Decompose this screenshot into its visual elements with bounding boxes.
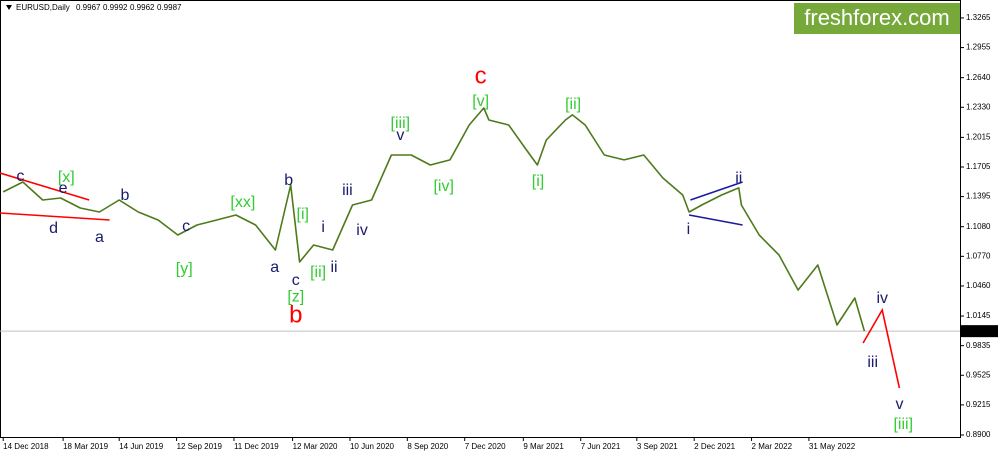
- y-tick-label: 0.8900: [966, 430, 991, 439]
- y-tick-label: 0.9525: [966, 370, 991, 379]
- wave-label: v: [396, 127, 404, 144]
- wave-label: ii: [735, 170, 742, 187]
- x-tick-label: 7 Jun 2021: [581, 442, 621, 451]
- wave-label: [iii]: [391, 115, 411, 132]
- wave-label: d: [49, 220, 58, 237]
- wave-label: [xx]: [230, 194, 255, 211]
- y-tick-label: 1.2640: [966, 73, 991, 82]
- wave-label: [i]: [532, 173, 544, 190]
- wave-label: b: [284, 172, 293, 189]
- trend-line: [688, 214, 743, 226]
- x-tick-label: 10 Jun 2020: [350, 442, 395, 451]
- trend-line: [0, 212, 110, 221]
- wave-label: [z]: [287, 288, 304, 305]
- watermark-box: [794, 3, 960, 34]
- wave-label: [v]: [472, 93, 489, 110]
- symbol: EURUSD,Daily: [16, 3, 70, 12]
- y-tick-label: 1.2330: [966, 102, 991, 111]
- wave-label: iv: [876, 290, 888, 307]
- wave-label: iii: [342, 182, 353, 199]
- wave-label: [ii]: [310, 264, 326, 281]
- trend-line: [690, 181, 743, 201]
- high: 0.9992: [103, 3, 128, 12]
- x-tick-label: 11 Dec 2019: [234, 442, 279, 451]
- y-tick-label: 1.3265: [966, 13, 991, 22]
- x-tick-label: 12 Sep 2019: [177, 442, 223, 451]
- wave-label: iv: [356, 222, 368, 239]
- wave-label: [x]: [58, 169, 75, 186]
- wave-label: iii: [867, 354, 878, 371]
- wave-label: b: [289, 301, 302, 328]
- wave-label: c: [292, 272, 300, 289]
- y-tick-label: 1.0460: [966, 281, 991, 290]
- menu-arrow: [6, 5, 12, 10]
- wave-label: [iii]: [893, 416, 913, 433]
- low: 0.9962: [130, 3, 155, 12]
- wave-label: c: [475, 62, 487, 89]
- wave-label: i: [687, 221, 691, 238]
- x-tick-label: 18 Mar 2019: [63, 442, 108, 451]
- trend-line: [0, 172, 90, 201]
- x-tick-label: 7 Dec 2020: [465, 442, 506, 451]
- wave-label: [ii]: [565, 96, 581, 113]
- wave-label: ii: [330, 259, 337, 276]
- wave-label: c: [182, 218, 190, 235]
- close: 0.9987: [157, 3, 182, 12]
- x-tick-label: 9 Mar 2021: [523, 442, 564, 451]
- wave-label: [iv]: [433, 178, 453, 195]
- trend-line: [862, 307, 901, 389]
- wave-label: e: [59, 180, 68, 197]
- y-tick-label: 0.9215: [966, 400, 991, 409]
- price-line-series: [2, 107, 866, 332]
- wave-label: a: [95, 229, 104, 246]
- y-tick-label: 1.1705: [966, 162, 991, 171]
- y-tick-label: 0.9835: [966, 341, 991, 350]
- wave-label: [y]: [176, 260, 193, 277]
- y-tick-label: 1.2015: [966, 132, 991, 141]
- wave-label: [i]: [297, 206, 309, 223]
- price-tag: [960, 325, 998, 338]
- x-tick-label: 2 Mar 2022: [752, 442, 793, 451]
- open: 0.9967: [76, 3, 101, 12]
- wave-label: c: [16, 168, 24, 185]
- y-tick-label: 1.2955: [966, 43, 991, 52]
- y-tick-label: 1.0145: [966, 311, 991, 320]
- x-tick-label: 12 Mar 2020: [293, 442, 338, 451]
- watermark: freshforex.com: [804, 5, 950, 30]
- x-tick-label: 14 Dec 2018: [3, 442, 49, 451]
- wave-label: b: [120, 187, 129, 204]
- x-tick-label: 2 Dec 2021: [694, 442, 735, 451]
- x-tick-label: 3 Sep 2021: [637, 442, 678, 451]
- price-tag-label: 0.9987: [964, 326, 989, 335]
- y-tick-label: 1.0770: [966, 251, 991, 260]
- y-tick-label: 1.1080: [966, 222, 991, 231]
- x-tick-label: 8 Sep 2020: [407, 442, 448, 451]
- x-tick-label: 14 Jun 2019: [119, 442, 164, 451]
- wave-label: v: [895, 396, 903, 413]
- plot-frame: [0, 0, 961, 438]
- wave-label: a: [270, 259, 279, 276]
- wave-label: i: [321, 219, 325, 236]
- x-tick-label: 31 May 2022: [809, 442, 856, 451]
- y-tick-label: 1.1395: [966, 192, 991, 201]
